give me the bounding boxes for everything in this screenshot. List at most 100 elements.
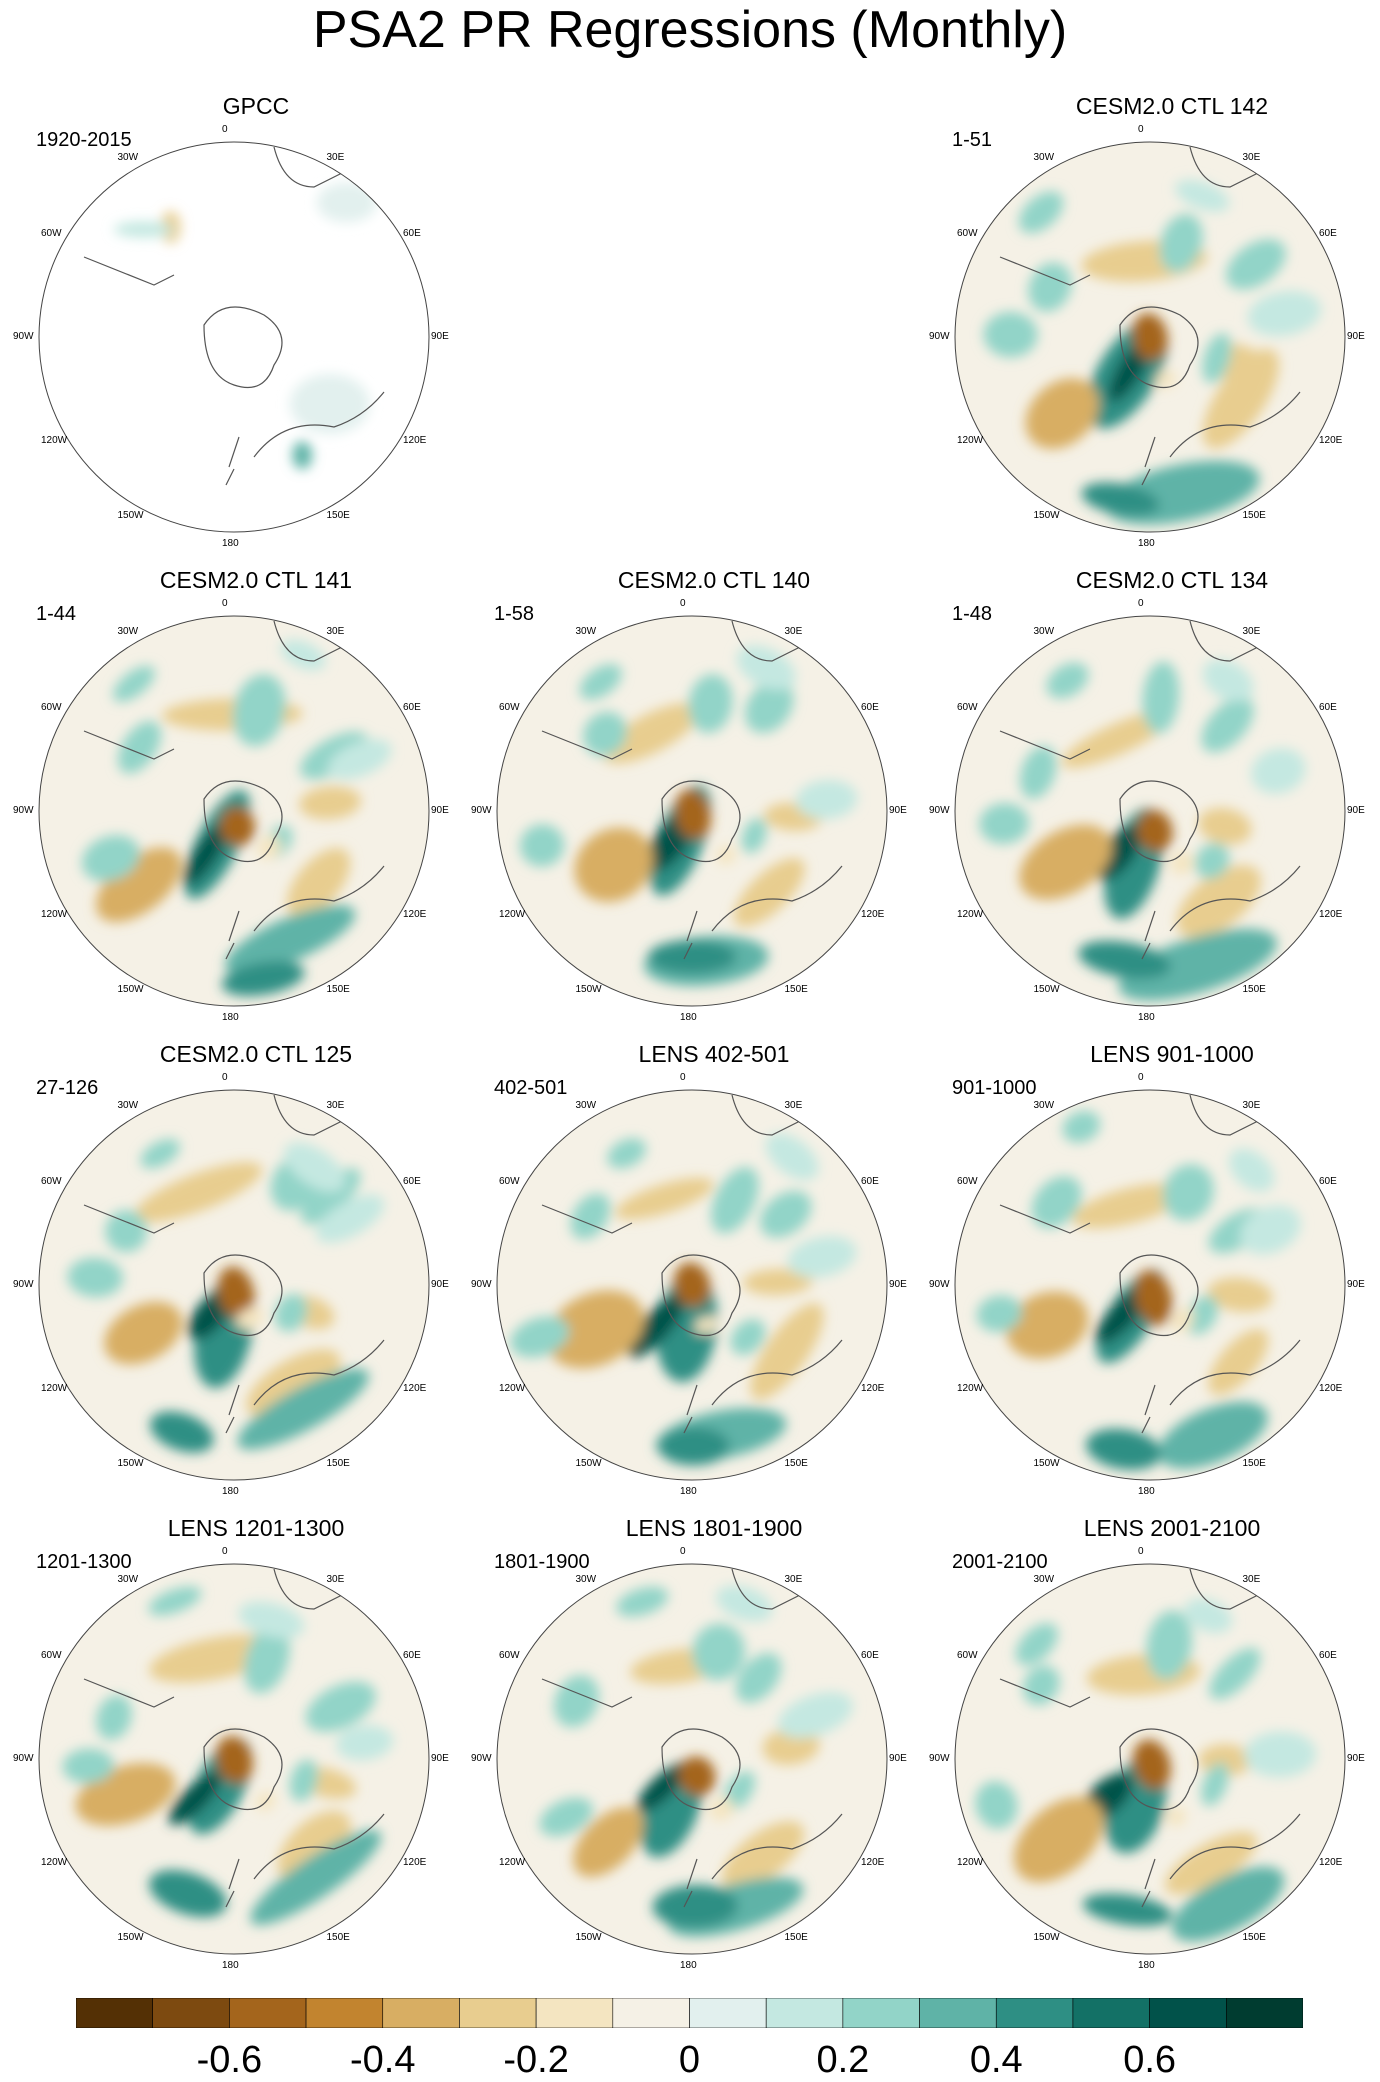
longitude-label: 150W — [1033, 1458, 1060, 1470]
map-boundary — [496, 615, 888, 1007]
panel-title: LENS 402-501 — [638, 1041, 790, 1067]
coastline — [1141, 1384, 1156, 1434]
longitude-label: 150E — [1242, 984, 1266, 996]
longitude-label: 120W — [957, 1856, 984, 1868]
longitude-label: 60W — [957, 1649, 978, 1661]
longitude-label: 90W — [471, 805, 492, 816]
anomaly-contour — [1202, 333, 1232, 384]
colorbar-swatch — [1226, 1998, 1303, 2028]
longitude-label: 150W — [575, 984, 602, 996]
anomaly-contour — [1208, 1329, 1269, 1395]
anomaly-contour — [1202, 659, 1254, 702]
anomaly-contour — [546, 1290, 645, 1369]
anomaly-contour — [1134, 1269, 1173, 1326]
longitude-label: 120E — [860, 908, 885, 920]
longitude-label: 180 — [1138, 538, 1155, 549]
panel-period-label: 1-44 — [36, 603, 77, 625]
longitude-label: 120W — [957, 1382, 984, 1394]
longitude-label: 60E — [402, 1649, 421, 1661]
anomaly-contour — [742, 1268, 813, 1296]
map-panel: LENS 1801-1900 1801-1900 0 30E 60E 90E 120E 150… — [471, 1514, 934, 1984]
colorbar-swatch — [919, 1998, 997, 2028]
panel-title: GPCC — [222, 93, 290, 119]
anomaly-contour — [1162, 1164, 1214, 1221]
longitude-label: 60W — [499, 701, 520, 713]
panel-title: CESM2.0 CTL 134 — [1075, 567, 1269, 593]
panel-period-label: 2001-2100 — [952, 1551, 1048, 1573]
coastline — [541, 1204, 633, 1234]
regression-field — [510, 1094, 857, 1466]
anomaly-contour — [765, 1133, 819, 1181]
regression-field — [62, 1568, 394, 1925]
anomaly-contour — [1247, 290, 1322, 337]
anomaly-contour — [327, 739, 392, 780]
anomaly-contour — [1086, 1428, 1162, 1470]
longitude-label: 150W — [1033, 1932, 1060, 1944]
longitude-label: 90W — [471, 1279, 492, 1290]
anomaly-contour — [647, 939, 737, 974]
coastline — [203, 780, 283, 863]
anomaly-contour — [733, 858, 805, 927]
anomaly-contour — [1155, 370, 1177, 389]
coastline — [661, 1254, 741, 1337]
longitude-label: 90W — [929, 331, 950, 342]
anomaly-contour — [81, 835, 140, 882]
longitude-label: 120W — [957, 434, 984, 446]
longitude-label: 60W — [41, 1175, 62, 1187]
coastline — [661, 780, 741, 863]
longitude-label: 150E — [1242, 510, 1266, 522]
anomaly-contour — [1146, 1610, 1193, 1680]
colorbar-swatch — [689, 1998, 767, 2028]
coastline — [225, 1384, 240, 1434]
longitude-label: 120E — [402, 434, 427, 446]
anomaly-contour — [1159, 214, 1203, 273]
anomaly-contour — [652, 1884, 739, 1928]
anomaly-contour — [289, 374, 370, 435]
anomaly-contour — [62, 1748, 114, 1784]
colorbar — [76, 1998, 1303, 2028]
anomaly-contour — [237, 1368, 369, 1450]
anomaly-contour — [1226, 239, 1286, 290]
anomaly-contour — [979, 803, 1030, 845]
anomaly-contour — [1142, 661, 1180, 734]
map-panel: CESM2.0 CTL 142 1-51 0 30E 60E 90E 120E 150E 180… — [929, 92, 1380, 562]
longitude-label: 30W — [117, 151, 139, 163]
colorbar-tick-label: 0.4 — [969, 2039, 1023, 2081]
map-boundary — [496, 1563, 888, 1955]
colorbar-tick-label: -0.4 — [350, 2039, 416, 2081]
anomaly-contour — [1176, 865, 1262, 938]
colorbar-swatch — [842, 1998, 920, 2028]
longitude-label: 60E — [402, 227, 421, 239]
coastline — [541, 730, 633, 760]
anomaly-contour — [539, 1797, 593, 1837]
map-boundary — [954, 141, 1346, 533]
polar-stereographic-map — [954, 141, 1346, 533]
anomaly-contour — [1132, 1739, 1171, 1790]
panel-title: LENS 2001-2100 — [1083, 1515, 1261, 1541]
anomaly-contour — [658, 1427, 730, 1466]
longitude-label: 60W — [41, 227, 62, 239]
longitude-label: 30E — [326, 151, 345, 163]
longitude-label: 60E — [1318, 227, 1337, 239]
longitude-label: 60E — [402, 701, 421, 713]
coastline — [683, 910, 698, 960]
anomaly-contour — [149, 1870, 227, 1918]
colorbar-swatch — [995, 1998, 1074, 2028]
longitude-label: 30E — [1242, 151, 1261, 163]
regression-field — [979, 620, 1306, 1001]
anomaly-contour — [1019, 824, 1112, 900]
colorbar-tick-label: -0.2 — [503, 2039, 569, 2081]
map-panel: CESM2.0 CTL 140 1-58 0 30E 60E 90E 120E 150E 180… — [471, 566, 934, 1036]
longitude-label: 120E — [1318, 1856, 1343, 1868]
coastline — [1169, 391, 1301, 458]
longitude-label: 150W — [117, 510, 144, 522]
anomaly-contour — [183, 820, 230, 886]
anomaly-contour — [105, 1210, 148, 1253]
anomaly-contour — [1028, 262, 1072, 312]
longitude-label: 150E — [784, 1932, 808, 1944]
anomaly-contour — [244, 1624, 290, 1694]
panel-title: CESM2.0 CTL 141 — [159, 567, 353, 593]
anomaly-contour — [148, 1586, 202, 1616]
longitude-label: 30E — [326, 1573, 345, 1585]
polar-stereographic-map — [38, 141, 430, 533]
